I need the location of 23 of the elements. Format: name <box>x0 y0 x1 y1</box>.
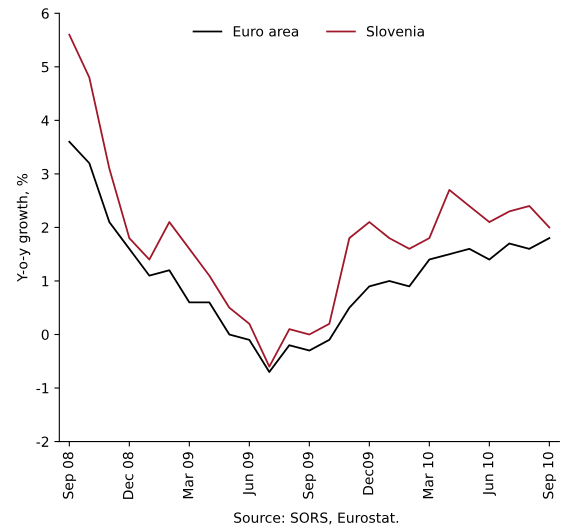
x-tick-label: Sep 09 <box>302 452 316 499</box>
y-tick-label: 4 <box>41 116 49 126</box>
y-tick-label: -1 <box>36 383 48 394</box>
legend-label: Slovenia <box>366 26 424 37</box>
line-series <box>68 140 550 373</box>
y-tick-label: 2 <box>42 222 48 233</box>
x-tick-label: Dec09 <box>362 452 374 494</box>
x-tick-label: Mar 10 <box>422 452 434 498</box>
x-tick-label: Jun 10 <box>482 452 496 496</box>
x-tick-label: Dec 08 <box>122 452 134 499</box>
y-axis-title: Y-o-y growth, % <box>16 174 30 282</box>
legend-label: Euro area <box>234 26 298 37</box>
x-tick-label: Sep 10 <box>542 452 556 499</box>
y-tick-label: 5 <box>42 62 48 72</box>
y-tick-label: 3 <box>42 168 48 180</box>
x-tick-label: Mar 09 <box>182 452 194 498</box>
y-tick-label: 1 <box>42 276 48 286</box>
x-tick-label: Sep 08 <box>62 452 76 499</box>
x-tick-label: Jun 09 <box>242 452 256 496</box>
source-note: Source: SORS, Eurostat. <box>234 512 398 524</box>
y-tick-label: 0 <box>42 329 49 340</box>
y-tick-label: -2 <box>36 436 48 447</box>
y-tick-label: 6 <box>42 8 49 19</box>
